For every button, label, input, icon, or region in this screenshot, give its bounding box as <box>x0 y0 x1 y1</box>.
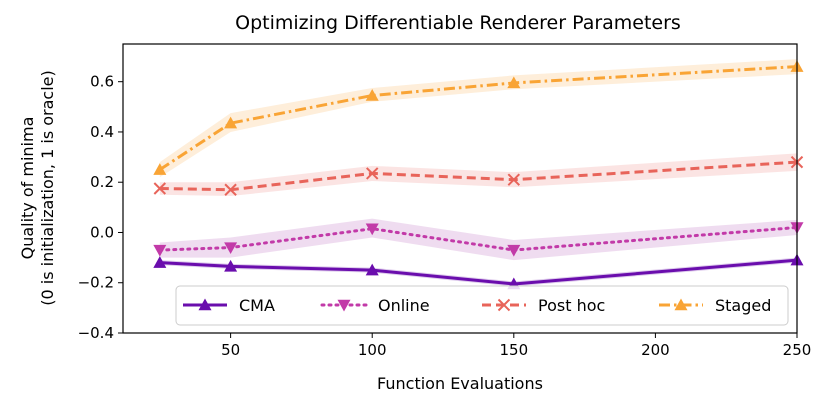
y-tick-label: 0.0 <box>90 223 114 241</box>
band-online <box>159 218 797 261</box>
point-staged <box>153 163 167 175</box>
band-post-hoc <box>159 153 797 197</box>
line-cma <box>159 258 798 286</box>
legend-item-online: Online <box>320 296 430 315</box>
point-post-hoc <box>153 182 167 195</box>
legend-label: CMA <box>239 296 275 315</box>
legend-marker <box>674 298 688 311</box>
point-online <box>365 223 379 236</box>
y-tick-label: 0.2 <box>90 173 114 191</box>
legend: CMA Online Post hoc Staged <box>175 285 789 326</box>
point-cma <box>224 259 238 272</box>
band-cma <box>159 257 797 287</box>
confidence-bands <box>159 59 797 287</box>
point-post-hoc <box>224 183 237 196</box>
legend-label: Post hoc <box>538 296 605 315</box>
legend-label: Online <box>378 296 430 315</box>
legend-label: Staged <box>715 296 771 315</box>
point-staged <box>224 116 238 129</box>
point-cma <box>153 256 167 268</box>
plot-frame <box>122 43 798 334</box>
x-tick-label: 150 <box>499 341 528 359</box>
series-markers <box>153 60 804 290</box>
x-tick-label: 50 <box>221 341 240 359</box>
point-post-hoc <box>507 173 521 186</box>
legend-item-post-hoc: Post hoc <box>482 296 605 315</box>
y-axis-title-line-2: (0 is initialization, 1 is oracle) <box>38 70 57 305</box>
x-tick-label: 200 <box>641 341 670 359</box>
y-axis-title-line-1: Quality of minima <box>18 117 37 260</box>
legend-marker <box>337 299 351 312</box>
point-staged <box>507 76 521 89</box>
x-tick-label: 100 <box>358 341 387 359</box>
y-axis: −0.4 −0.2 0.0 0.2 0.4 0.6 <box>78 73 123 342</box>
point-post-hoc <box>366 167 379 180</box>
point-online <box>507 244 521 257</box>
y-tick-label: −0.2 <box>78 274 114 292</box>
legend-marker <box>497 298 511 312</box>
x-axis: 50 100 150 200 250 <box>221 333 811 359</box>
legend-item-staged: Staged <box>659 296 771 315</box>
point-cma <box>365 263 379 276</box>
point-online <box>224 242 238 255</box>
point-online <box>153 244 167 257</box>
legend-item-cma: CMA <box>183 296 275 315</box>
y-tick-label: 0.4 <box>90 123 114 141</box>
y-axis-title: Quality of minima (0 is initialization, … <box>18 70 57 305</box>
y-tick-label: 0.6 <box>90 73 114 91</box>
point-staged <box>365 89 379 101</box>
x-tick-label: 250 <box>783 341 812 359</box>
legend-marker <box>198 298 212 311</box>
chart-title: Optimizing Differentiable Renderer Param… <box>235 12 681 34</box>
x-axis-title: Function Evaluations <box>377 374 543 393</box>
y-tick-label: −0.4 <box>78 324 114 342</box>
